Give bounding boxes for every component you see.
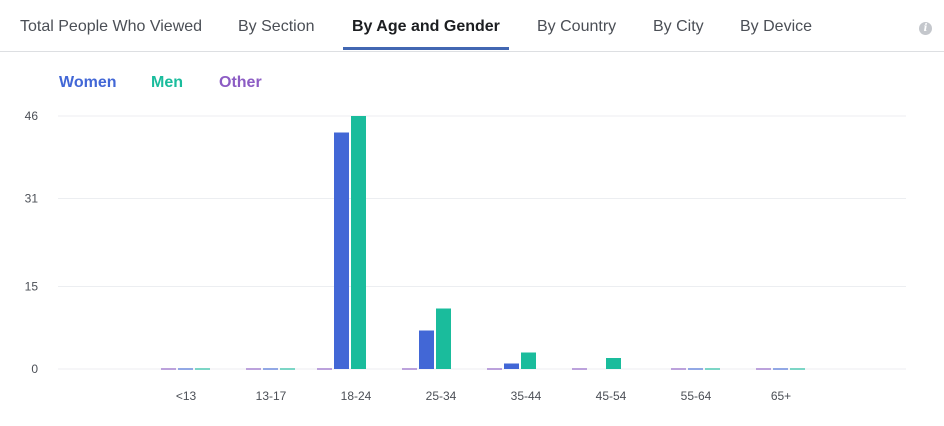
bar-other[interactable]	[756, 368, 771, 370]
info-icon[interactable]: i	[919, 22, 932, 35]
bar-other[interactable]	[402, 368, 417, 370]
x-tick-label: 13-17	[256, 389, 287, 403]
bar-other[interactable]	[671, 368, 686, 370]
tab-by-age-and-gender[interactable]: By Age and Gender	[343, 0, 509, 52]
bar-men[interactable]	[606, 358, 621, 369]
bar-other[interactable]	[246, 368, 261, 370]
legend-other[interactable]: Other	[219, 74, 262, 91]
bar-women[interactable]	[263, 368, 278, 370]
x-tick-label: 55-64	[681, 389, 712, 403]
legend-men[interactable]: Men	[151, 74, 183, 91]
bar-men[interactable]	[280, 368, 295, 370]
bar-men[interactable]	[436, 308, 451, 370]
bar-men[interactable]	[195, 368, 210, 370]
x-tick-label: 45-54	[596, 389, 627, 403]
x-tick-label: 25-34	[426, 389, 457, 403]
x-tick-label: 65+	[771, 389, 791, 403]
y-tick-label: 0	[31, 362, 38, 376]
bar-men[interactable]	[351, 116, 366, 369]
tab-total-people-who-viewed[interactable]: Total People Who Viewed	[20, 18, 203, 35]
bar-women[interactable]	[419, 330, 434, 370]
tab-by-country[interactable]: By Country	[537, 18, 617, 35]
bar-women[interactable]	[688, 368, 703, 370]
x-tick-label: 18-24	[341, 389, 372, 403]
bar-other[interactable]	[317, 368, 332, 370]
bar-women[interactable]	[334, 132, 349, 370]
tab-by-section[interactable]: By Section	[238, 18, 315, 35]
x-tick-label: <13	[176, 389, 197, 403]
x-tick-label: 35-44	[511, 389, 542, 403]
bar-men[interactable]	[521, 352, 536, 370]
bar-women[interactable]	[178, 368, 193, 370]
bar-women[interactable]	[504, 363, 519, 370]
legend-women[interactable]: Women	[59, 74, 117, 91]
tab-bar: Total People Who Viewed By Section By Ag…	[0, 0, 944, 52]
tab-by-city[interactable]: By City	[653, 18, 704, 35]
bar-women[interactable]	[773, 368, 788, 370]
bar-other[interactable]	[487, 368, 502, 370]
bar-men[interactable]	[705, 368, 720, 370]
y-tick-label: 46	[25, 109, 39, 123]
y-tick-label: 15	[25, 280, 39, 294]
tab-by-device[interactable]: By Device	[740, 18, 813, 35]
y-tick-label: 31	[25, 192, 39, 206]
bar-other[interactable]	[572, 368, 587, 370]
bar-other[interactable]	[161, 368, 176, 370]
bar-men[interactable]	[790, 368, 805, 370]
